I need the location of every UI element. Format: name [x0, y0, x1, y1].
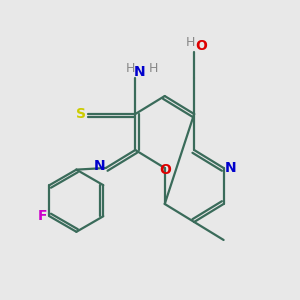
Text: O: O	[159, 163, 171, 177]
Text: O: O	[195, 39, 207, 53]
Text: H: H	[126, 62, 135, 75]
Text: F: F	[38, 209, 47, 223]
Text: H: H	[149, 62, 158, 75]
Text: H: H	[186, 36, 196, 49]
Text: N: N	[225, 161, 237, 175]
Text: S: S	[76, 107, 85, 121]
Text: N: N	[134, 65, 145, 79]
Text: N: N	[94, 159, 105, 173]
